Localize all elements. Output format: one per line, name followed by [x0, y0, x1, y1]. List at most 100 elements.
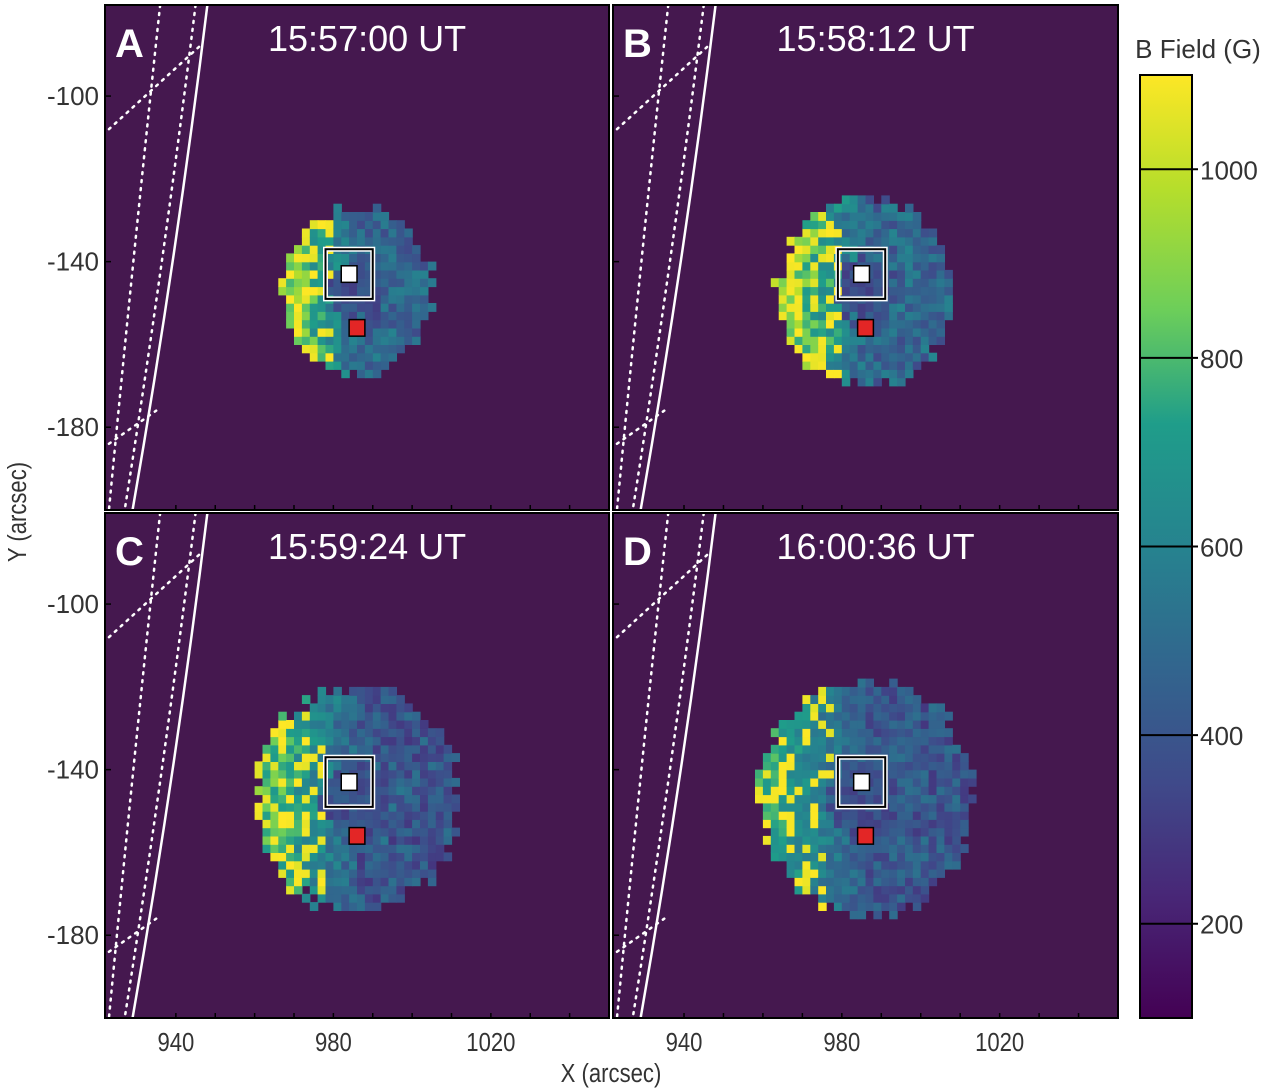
field-pixel [317, 744, 327, 754]
field-pixel [881, 811, 890, 820]
field-pixel [294, 769, 303, 779]
field-pixel [412, 794, 421, 804]
field-pixel [818, 352, 827, 362]
field-pixel [794, 786, 803, 796]
field-pixel [357, 278, 366, 288]
x-tick-label: 980 [315, 1028, 352, 1057]
field-pixel [857, 377, 867, 387]
field-pixel [278, 720, 287, 729]
field-pixel [294, 269, 303, 279]
field-pixel [270, 844, 279, 853]
panel-letter: A [115, 22, 144, 66]
field-pixel [905, 294, 914, 304]
field-pixel [928, 769, 938, 779]
field-pixel [952, 786, 961, 796]
field-pixel [443, 786, 453, 796]
field-pixel [897, 311, 906, 321]
field-pixel [762, 753, 772, 762]
field-pixel [333, 212, 342, 221]
field-pixel [849, 203, 859, 213]
field-pixel [818, 703, 827, 713]
field-pixel [881, 344, 890, 354]
field-pixel [818, 811, 827, 820]
field-pixel [357, 885, 366, 895]
field-pixel [349, 352, 358, 362]
field-pixel [912, 319, 922, 329]
field-pixel [420, 786, 429, 796]
field-pixel [294, 245, 303, 254]
field-pixel [794, 802, 803, 812]
field-pixel [427, 827, 437, 837]
field-pixel [396, 877, 405, 887]
field-pixel [317, 753, 327, 762]
panel-b: B 15:58:12 UT [612, 4, 1119, 511]
field-pixel [412, 786, 421, 796]
field-pixel [294, 835, 303, 845]
field-pixel [802, 802, 811, 812]
field-pixel [294, 711, 303, 721]
field-pixel [873, 311, 882, 321]
field-pixel [412, 294, 421, 304]
field-pixel [818, 303, 827, 312]
field-pixel [396, 278, 405, 288]
field-pixel [333, 711, 342, 721]
field-pixel [333, 703, 342, 713]
field-pixel [873, 761, 882, 771]
field-pixel [873, 303, 882, 312]
field-pixel [412, 753, 421, 762]
field-pixel [333, 761, 342, 771]
field-pixel [841, 220, 851, 230]
field-pixel [388, 344, 397, 354]
field-pixel [333, 261, 342, 271]
selection-box-inner [836, 248, 887, 300]
field-pixel [349, 819, 358, 829]
field-pixel [826, 885, 835, 895]
field-pixel [278, 728, 287, 738]
field-pixel [755, 769, 764, 779]
field-pixel [325, 835, 334, 845]
field-pixel [889, 369, 898, 379]
field-pixel [857, 811, 867, 820]
field-pixel [833, 819, 843, 829]
field-pixel [826, 278, 835, 288]
field-pixel [802, 777, 811, 787]
field-pixel [841, 744, 851, 754]
field-pixel [357, 212, 366, 221]
field-pixel [873, 203, 882, 213]
field-pixel [912, 695, 922, 704]
field-pixel [849, 835, 859, 845]
field-pixel [818, 736, 827, 746]
field-pixel [818, 261, 827, 271]
field-pixel [309, 711, 319, 721]
field-pixel [802, 236, 811, 246]
field-pixel [826, 794, 835, 804]
field-pixel [317, 303, 327, 312]
colorbar-tick-label: 1000 [1200, 155, 1258, 185]
field-pixel [897, 319, 906, 329]
field-pixel [420, 819, 429, 829]
field-pixel [826, 819, 835, 829]
field-pixel [889, 720, 898, 729]
field-pixel [826, 319, 835, 329]
field-pixel [372, 703, 382, 713]
field-pixel [786, 786, 796, 796]
field-pixel [786, 720, 796, 729]
field-pixel [786, 261, 796, 271]
field-pixel [404, 844, 413, 853]
field-pixel [826, 311, 835, 321]
field-pixel [262, 744, 271, 754]
field-pixel [865, 286, 874, 296]
dotted-contour [107, 513, 162, 1018]
field-pixel [317, 835, 327, 845]
field-pixel [380, 744, 390, 754]
field-pixel [881, 236, 890, 246]
field-pixel [920, 336, 930, 345]
field-pixel [451, 777, 460, 787]
field-pixel [857, 286, 867, 296]
field-pixel [833, 344, 843, 354]
field-pixel [873, 728, 882, 738]
field-pixel [810, 769, 819, 779]
field-pixel [889, 786, 898, 796]
field-pixel [349, 344, 358, 354]
field-pixel [349, 728, 358, 738]
